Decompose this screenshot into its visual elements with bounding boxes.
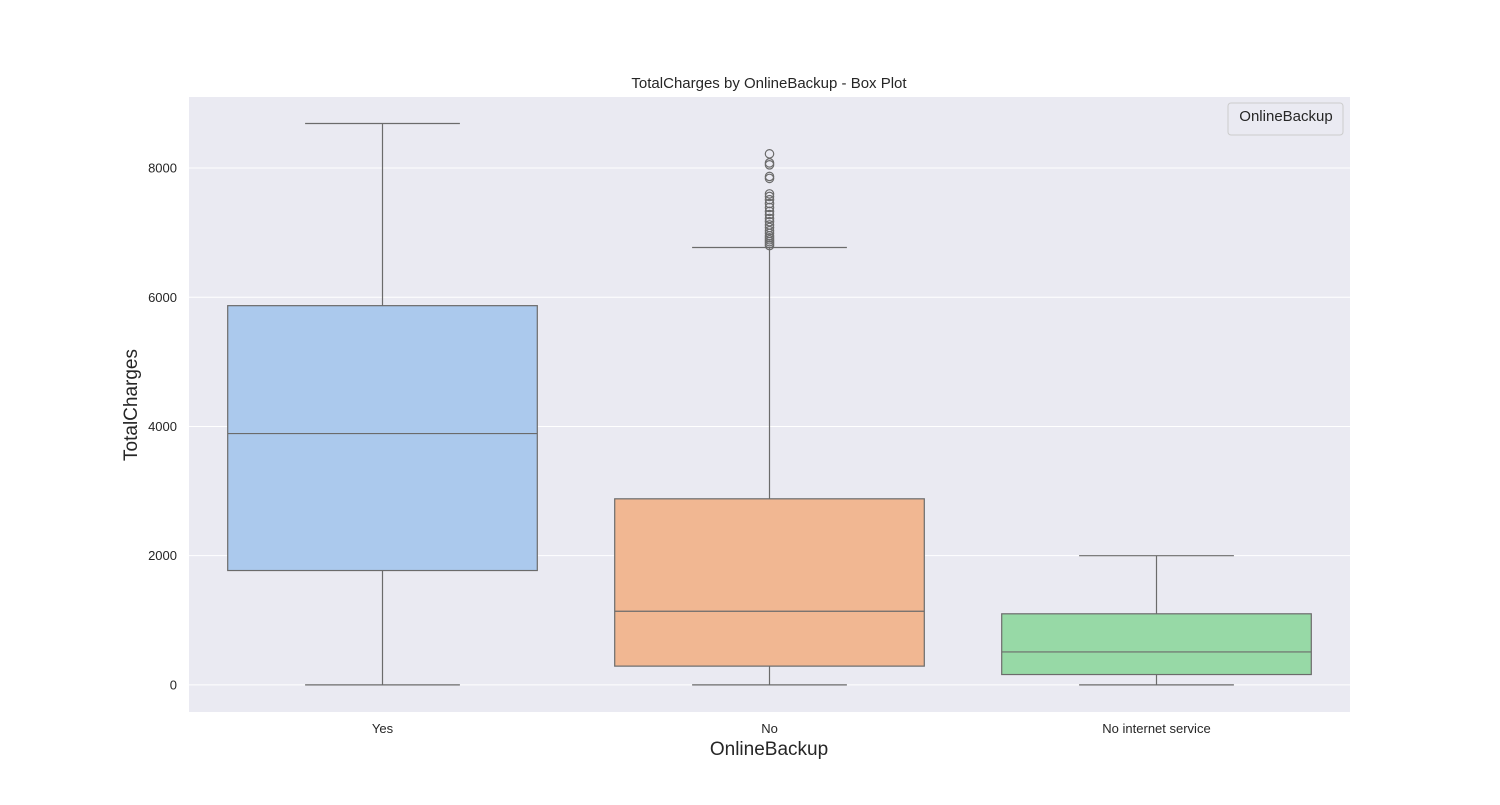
box-group (614, 149, 925, 686)
x-tick-labels: Yes No No internet service (372, 721, 1211, 736)
y-tick-label: 6000 (148, 290, 177, 305)
outlier-point (764, 206, 775, 217)
outlier-point (764, 189, 775, 199)
x-tick-label: No (761, 721, 778, 736)
x-tick-label: Yes (372, 721, 394, 736)
y-tick-label: 8000 (148, 161, 177, 176)
iqr-box (227, 305, 538, 572)
outlier-point (764, 194, 775, 205)
y-axis-label: TotalCharges (121, 349, 142, 461)
outlier-point (764, 225, 775, 236)
outlier-point (764, 158, 775, 168)
outlier-point (764, 222, 775, 233)
outlier-point (764, 171, 775, 182)
legend: OnlineBackup (1227, 102, 1344, 136)
legend-box (1227, 102, 1344, 136)
y-tick-label: 2000 (148, 548, 177, 563)
outlier-point (764, 198, 775, 209)
box-group (227, 122, 538, 686)
outlier-point (764, 202, 775, 213)
chart-title: TotalCharges by OnlineBackup - Box Plot (631, 75, 907, 92)
outlier-point (764, 213, 775, 224)
outlier-point (764, 149, 775, 159)
legend-title: OnlineBackup (1239, 108, 1332, 125)
x-axis-label: OnlineBackup (710, 739, 828, 760)
outlier-point (764, 209, 775, 220)
y-tick-labels: 0 2000 4000 6000 8000 (148, 161, 177, 693)
outlier-point (764, 216, 775, 227)
box-group (1001, 555, 1312, 686)
boxes (227, 122, 1312, 686)
x-tick-label: No internet service (1102, 721, 1210, 736)
outlier-point (764, 220, 775, 230)
outlier-point (764, 191, 775, 202)
y-tick-label: 0 (170, 677, 177, 692)
iqr-box (1001, 613, 1312, 676)
iqr-box (614, 498, 925, 667)
y-tick-label: 4000 (148, 419, 177, 434)
